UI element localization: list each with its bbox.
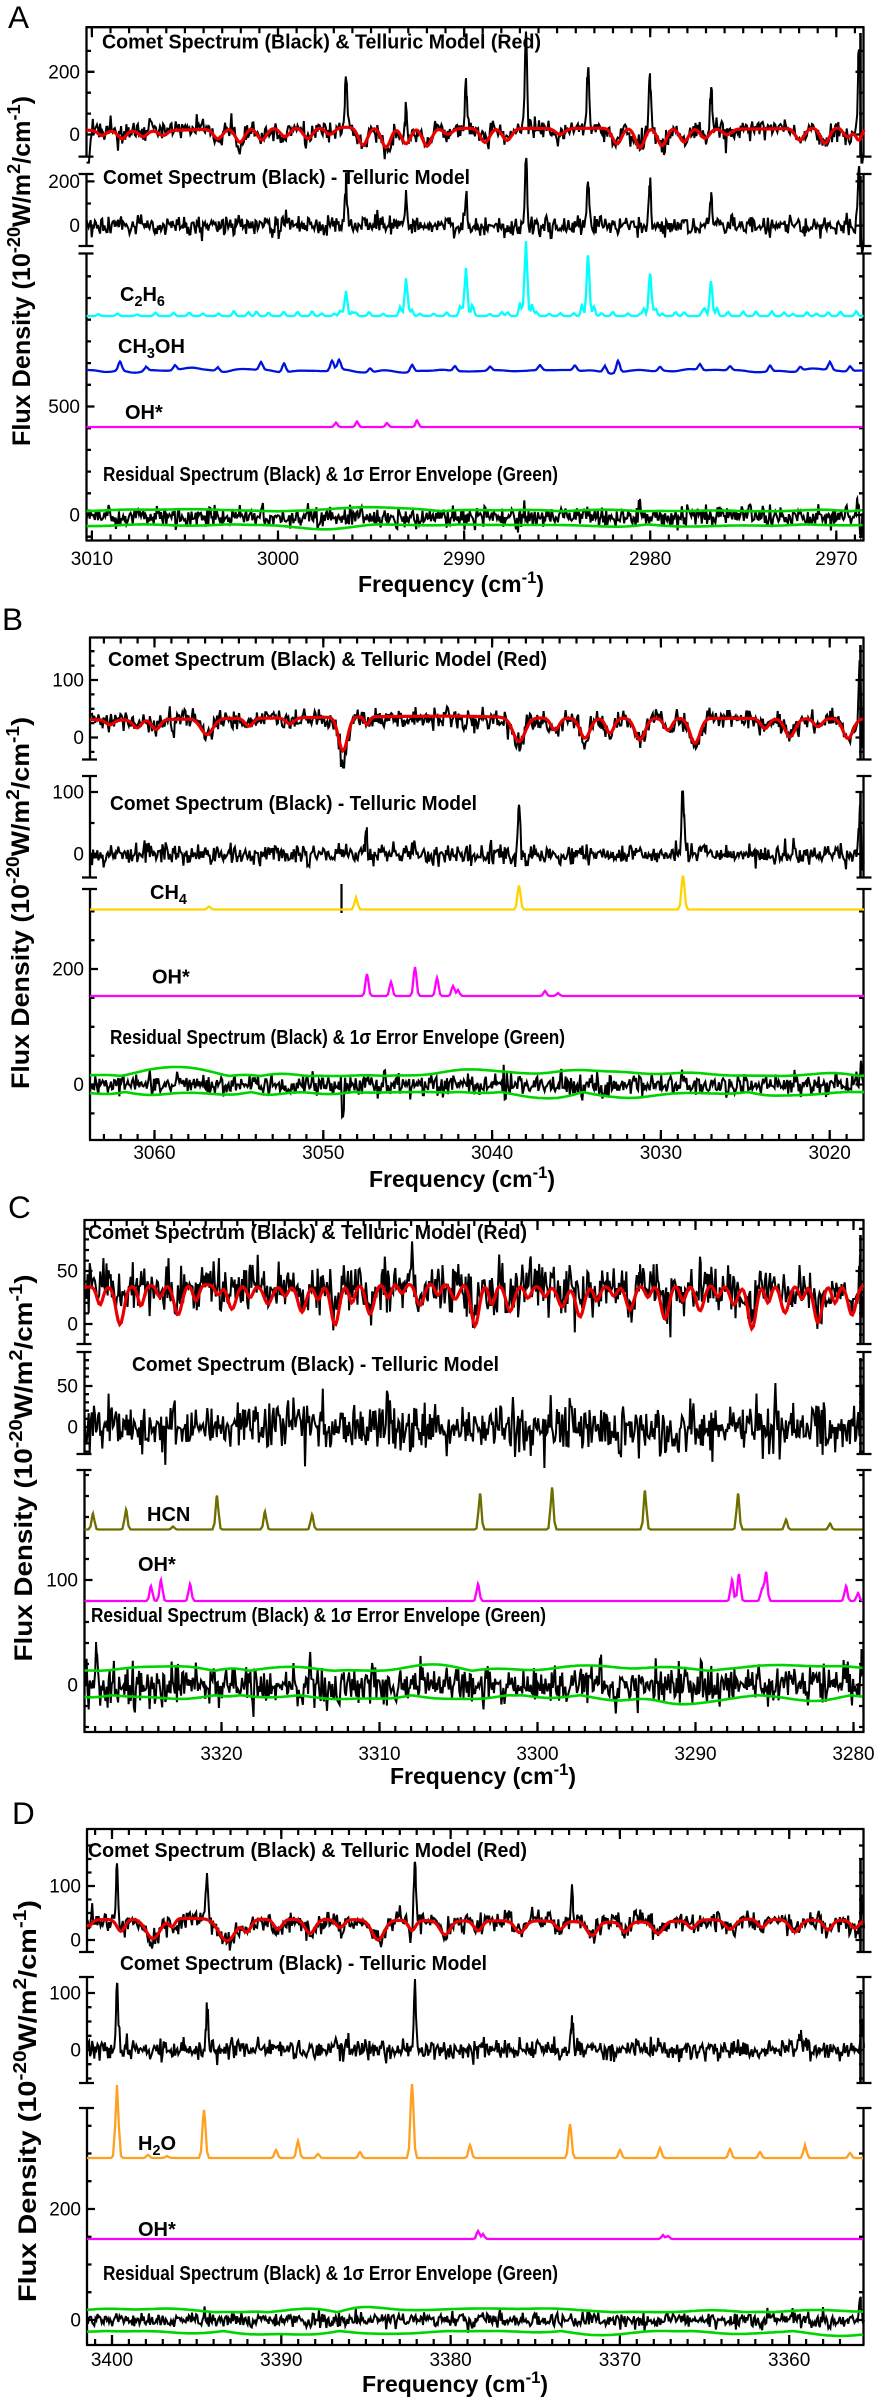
svg-text:Residual Spectrum (Black) & 1σ: Residual Spectrum (Black) & 1σ Error Env… — [110, 1026, 565, 1049]
svg-text:3020: 3020 — [809, 1143, 851, 1164]
svg-text:3050: 3050 — [302, 1143, 344, 1164]
svg-text:OH*: OH* — [138, 1554, 176, 1576]
svg-text:3310: 3310 — [358, 1744, 400, 1765]
svg-text:Frequency (cm-1): Frequency (cm-1) — [362, 2368, 548, 2397]
svg-text:2980: 2980 — [629, 549, 671, 570]
svg-text:Comet Spectrum (Black) & Tellu: Comet Spectrum (Black) & Telluric Model … — [88, 1839, 527, 1862]
svg-text:0: 0 — [70, 2041, 81, 2062]
svg-text:Comet Spectrum (Black) - Tellu: Comet Spectrum (Black) - Telluric Model — [110, 792, 477, 815]
svg-text:3360: 3360 — [768, 2350, 810, 2371]
svg-text:3380: 3380 — [429, 2350, 471, 2371]
svg-text:0: 0 — [67, 1315, 78, 1336]
svg-text:CH3OH: CH3OH — [118, 336, 185, 362]
svg-text:100: 100 — [52, 671, 84, 692]
svg-text:0: 0 — [70, 1931, 81, 1952]
svg-text:Comet Spectrum (Black) - Tellu: Comet Spectrum (Black) - Telluric Model — [103, 166, 470, 189]
svg-text:Comet Spectrum (Black) & Tellu: Comet Spectrum (Black) & Telluric Model … — [108, 648, 547, 671]
svg-text:Comet Spectrum (Black) - Tellu: Comet Spectrum (Black) - Telluric Model — [120, 1952, 487, 1975]
svg-text:3060: 3060 — [133, 1143, 175, 1164]
svg-text:3040: 3040 — [471, 1143, 513, 1164]
svg-text:Comet Spectrum (Black) & Tellu: Comet Spectrum (Black) & Telluric Model … — [102, 31, 541, 54]
svg-text:3300: 3300 — [516, 1744, 558, 1765]
svg-text:100: 100 — [46, 1571, 78, 1592]
svg-text:100: 100 — [49, 1877, 81, 1898]
svg-text:Residual Spectrum (Black) & 1σ: Residual Spectrum (Black) & 1σ Error Env… — [103, 2262, 558, 2285]
svg-text:50: 50 — [57, 1262, 78, 1283]
svg-text:200: 200 — [48, 62, 80, 83]
svg-text:2970: 2970 — [815, 549, 857, 570]
svg-text:Flux Density (10-20W/m2/cm-1): Flux Density (10-20W/m2/cm-1) — [6, 1275, 38, 1662]
svg-text:50: 50 — [57, 1377, 78, 1398]
svg-text:3000: 3000 — [257, 549, 299, 570]
svg-text:3400: 3400 — [91, 2350, 133, 2371]
svg-text:0: 0 — [67, 1676, 78, 1697]
svg-text:3280: 3280 — [832, 1744, 874, 1765]
svg-text:0: 0 — [70, 2311, 81, 2332]
svg-text:H2O: H2O — [138, 2133, 176, 2159]
svg-text:3030: 3030 — [640, 1143, 682, 1164]
svg-text:Residual Spectrum (Black) & 1σ: Residual Spectrum (Black) & 1σ Error Env… — [103, 463, 558, 486]
svg-text:0: 0 — [67, 1418, 78, 1439]
svg-text:200: 200 — [48, 172, 80, 193]
svg-text:Flux Density (10-20W/m2/cm-1): Flux Density (10-20W/m2/cm-1) — [10, 1900, 42, 2302]
svg-text:Frequency (cm-1): Frequency (cm-1) — [369, 1163, 555, 1192]
svg-text:Frequency (cm-1): Frequency (cm-1) — [390, 1760, 576, 1789]
svg-text:3320: 3320 — [200, 1744, 242, 1765]
svg-text:Comet Spectrum (Black) & Tellu: Comet Spectrum (Black) & Telluric Model … — [88, 1221, 527, 1244]
svg-text:3010: 3010 — [71, 549, 113, 570]
svg-text:Frequency (cm-1): Frequency (cm-1) — [358, 568, 544, 597]
svg-text:100: 100 — [49, 1984, 81, 2005]
svg-text:500: 500 — [48, 397, 80, 418]
svg-text:HCN: HCN — [147, 1504, 190, 1526]
svg-text:2990: 2990 — [443, 549, 485, 570]
svg-text:200: 200 — [49, 2200, 81, 2221]
svg-text:0: 0 — [69, 125, 80, 146]
svg-text:C2H6: C2H6 — [120, 284, 165, 310]
svg-text:D: D — [12, 1795, 35, 1831]
svg-text:100: 100 — [52, 783, 84, 804]
svg-text:B: B — [2, 601, 23, 637]
svg-text:0: 0 — [73, 845, 84, 866]
svg-text:OH*: OH* — [125, 402, 163, 424]
svg-text:3390: 3390 — [260, 2350, 302, 2371]
svg-text:200: 200 — [52, 960, 84, 981]
svg-text:Flux Density (10-20W/m2/cm-1): Flux Density (10-20W/m2/cm-1) — [4, 96, 36, 446]
svg-text:OH*: OH* — [152, 967, 190, 989]
svg-text:C: C — [8, 1189, 31, 1225]
svg-text:CH4: CH4 — [150, 882, 187, 908]
svg-text:Comet Spectrum (Black) - Tellu: Comet Spectrum (Black) - Telluric Model — [132, 1353, 499, 1376]
svg-text:0: 0 — [73, 1075, 84, 1096]
svg-text:OH*: OH* — [138, 2219, 176, 2241]
svg-text:3370: 3370 — [599, 2350, 641, 2371]
svg-text:0: 0 — [69, 216, 80, 237]
svg-text:0: 0 — [73, 728, 84, 749]
svg-text:Residual Spectrum (Black) & 1σ: Residual Spectrum (Black) & 1σ Error Env… — [91, 1604, 546, 1627]
svg-text:A: A — [8, 0, 29, 35]
svg-text:3290: 3290 — [674, 1744, 716, 1765]
svg-text:Flux Density (10-20W/m2/cm-1): Flux Density (10-20W/m2/cm-1) — [3, 717, 35, 1089]
svg-text:0: 0 — [69, 506, 80, 527]
